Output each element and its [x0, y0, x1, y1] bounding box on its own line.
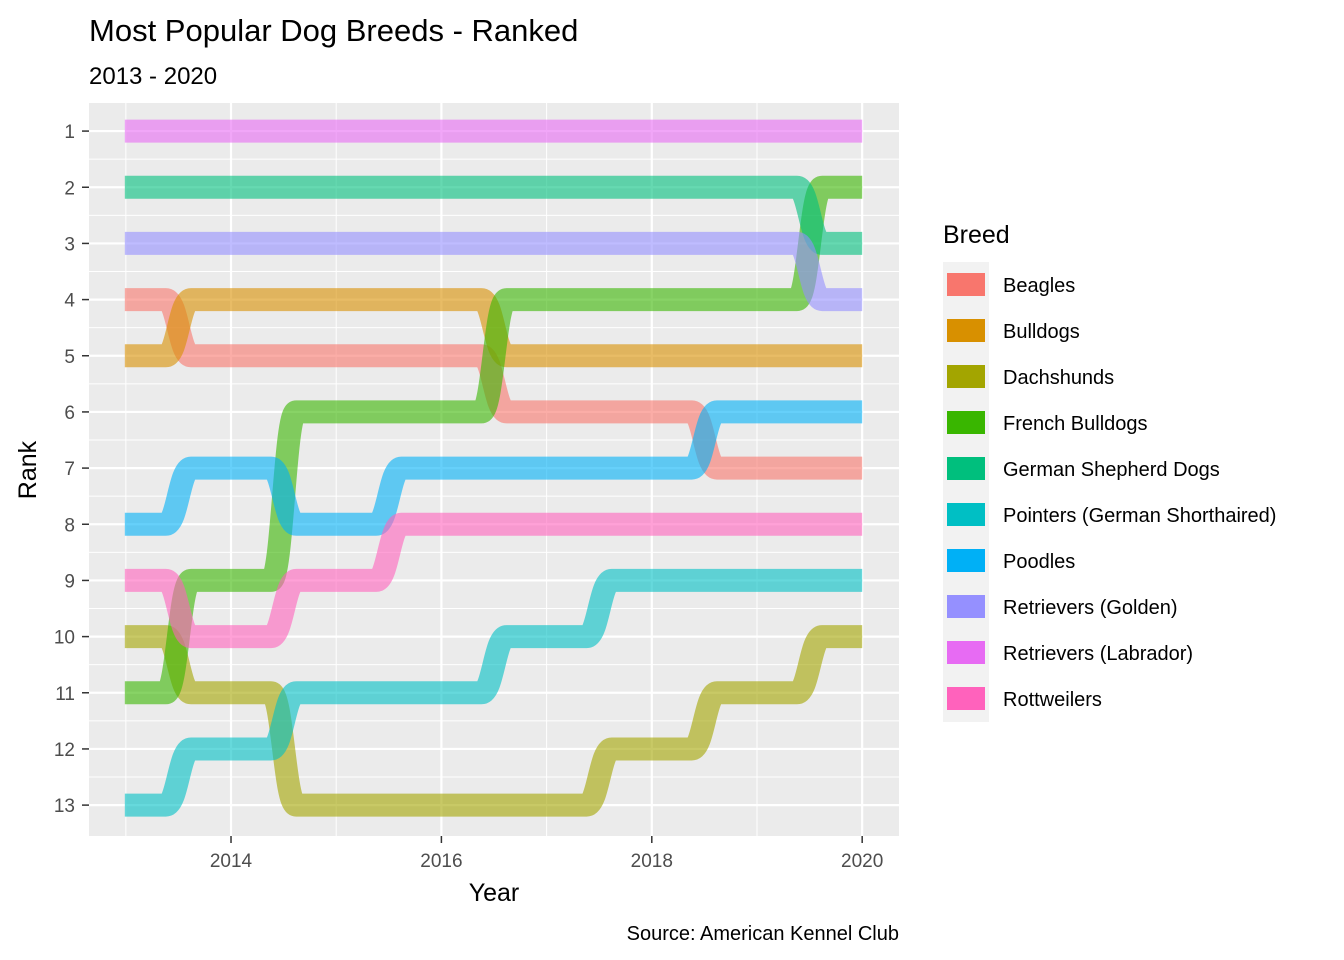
y-tick-label: 9 [64, 571, 75, 592]
legend-label: Retrievers (Golden) [1003, 597, 1178, 619]
legend-label: Poodles [1003, 551, 1075, 573]
y-tick-label: 2 [64, 178, 75, 199]
y-tick-label: 5 [64, 347, 75, 368]
x-tick-label: 2014 [210, 851, 253, 872]
y-tick-label: 13 [54, 796, 75, 817]
x-tick-label: 2016 [420, 851, 462, 872]
series-layer [124, 119, 863, 817]
legend-key [947, 319, 985, 342]
legend-label: Retrievers (Labrador) [1003, 643, 1193, 665]
y-tick-label: 8 [64, 515, 75, 536]
x-tick-label: 2018 [631, 851, 673, 872]
series-line-dachshunds [124, 625, 863, 817]
series-line-poodles [124, 400, 863, 536]
series-line-rottweilers [124, 512, 863, 649]
legend-label: Beagles [1003, 275, 1075, 297]
series-line-german-shepherd-dogs [124, 175, 863, 255]
legend: Breed Beagles Bulldogs Dachshunds French Bu… [943, 221, 1276, 722]
legend-label: Pointers (German Shorthaired) [1003, 505, 1276, 527]
legend-label: Bulldogs [1003, 321, 1080, 343]
y-tick-label: 7 [64, 459, 75, 480]
x-axis: 2014 2016 2018 2020 [210, 836, 883, 872]
chart-title: Most Popular Dog Breeds - Ranked [89, 13, 578, 48]
series-line-retrievers-golden [124, 231, 863, 312]
legend-key [947, 503, 985, 526]
y-tick-label: 3 [64, 234, 75, 255]
chart-caption: Source: American Kennel Club [627, 923, 899, 945]
legend-key [947, 549, 985, 572]
y-tick-label: 6 [64, 403, 75, 424]
legend-key [947, 365, 985, 388]
y-tick-label: 1 [64, 122, 75, 143]
y-tick-label: 12 [54, 740, 75, 761]
legend-key [947, 687, 985, 710]
y-tick-label: 10 [54, 628, 75, 649]
x-tick-label: 2020 [841, 851, 883, 872]
legend-key [947, 411, 985, 434]
legend-key [947, 457, 985, 480]
chart-subtitle: 2013 - 2020 [89, 63, 217, 90]
legend-key [947, 595, 985, 618]
legend-title: Breed [943, 221, 1010, 249]
x-axis-label: Year [469, 879, 520, 907]
legend-label: German Shepherd Dogs [1003, 459, 1220, 481]
series-line-pointers-german-shorthaired [124, 568, 863, 817]
legend-label: French Bulldogs [1003, 413, 1148, 435]
legend-label: Rottweilers [1003, 689, 1102, 711]
y-tick-label: 11 [55, 684, 75, 705]
legend-key [947, 641, 985, 664]
legend-key [947, 273, 985, 296]
y-axis-label: Rank [14, 440, 42, 499]
legend-label: Dachshunds [1003, 367, 1114, 389]
series-line-bulldogs [124, 288, 863, 368]
y-tick-label: 4 [64, 291, 75, 312]
